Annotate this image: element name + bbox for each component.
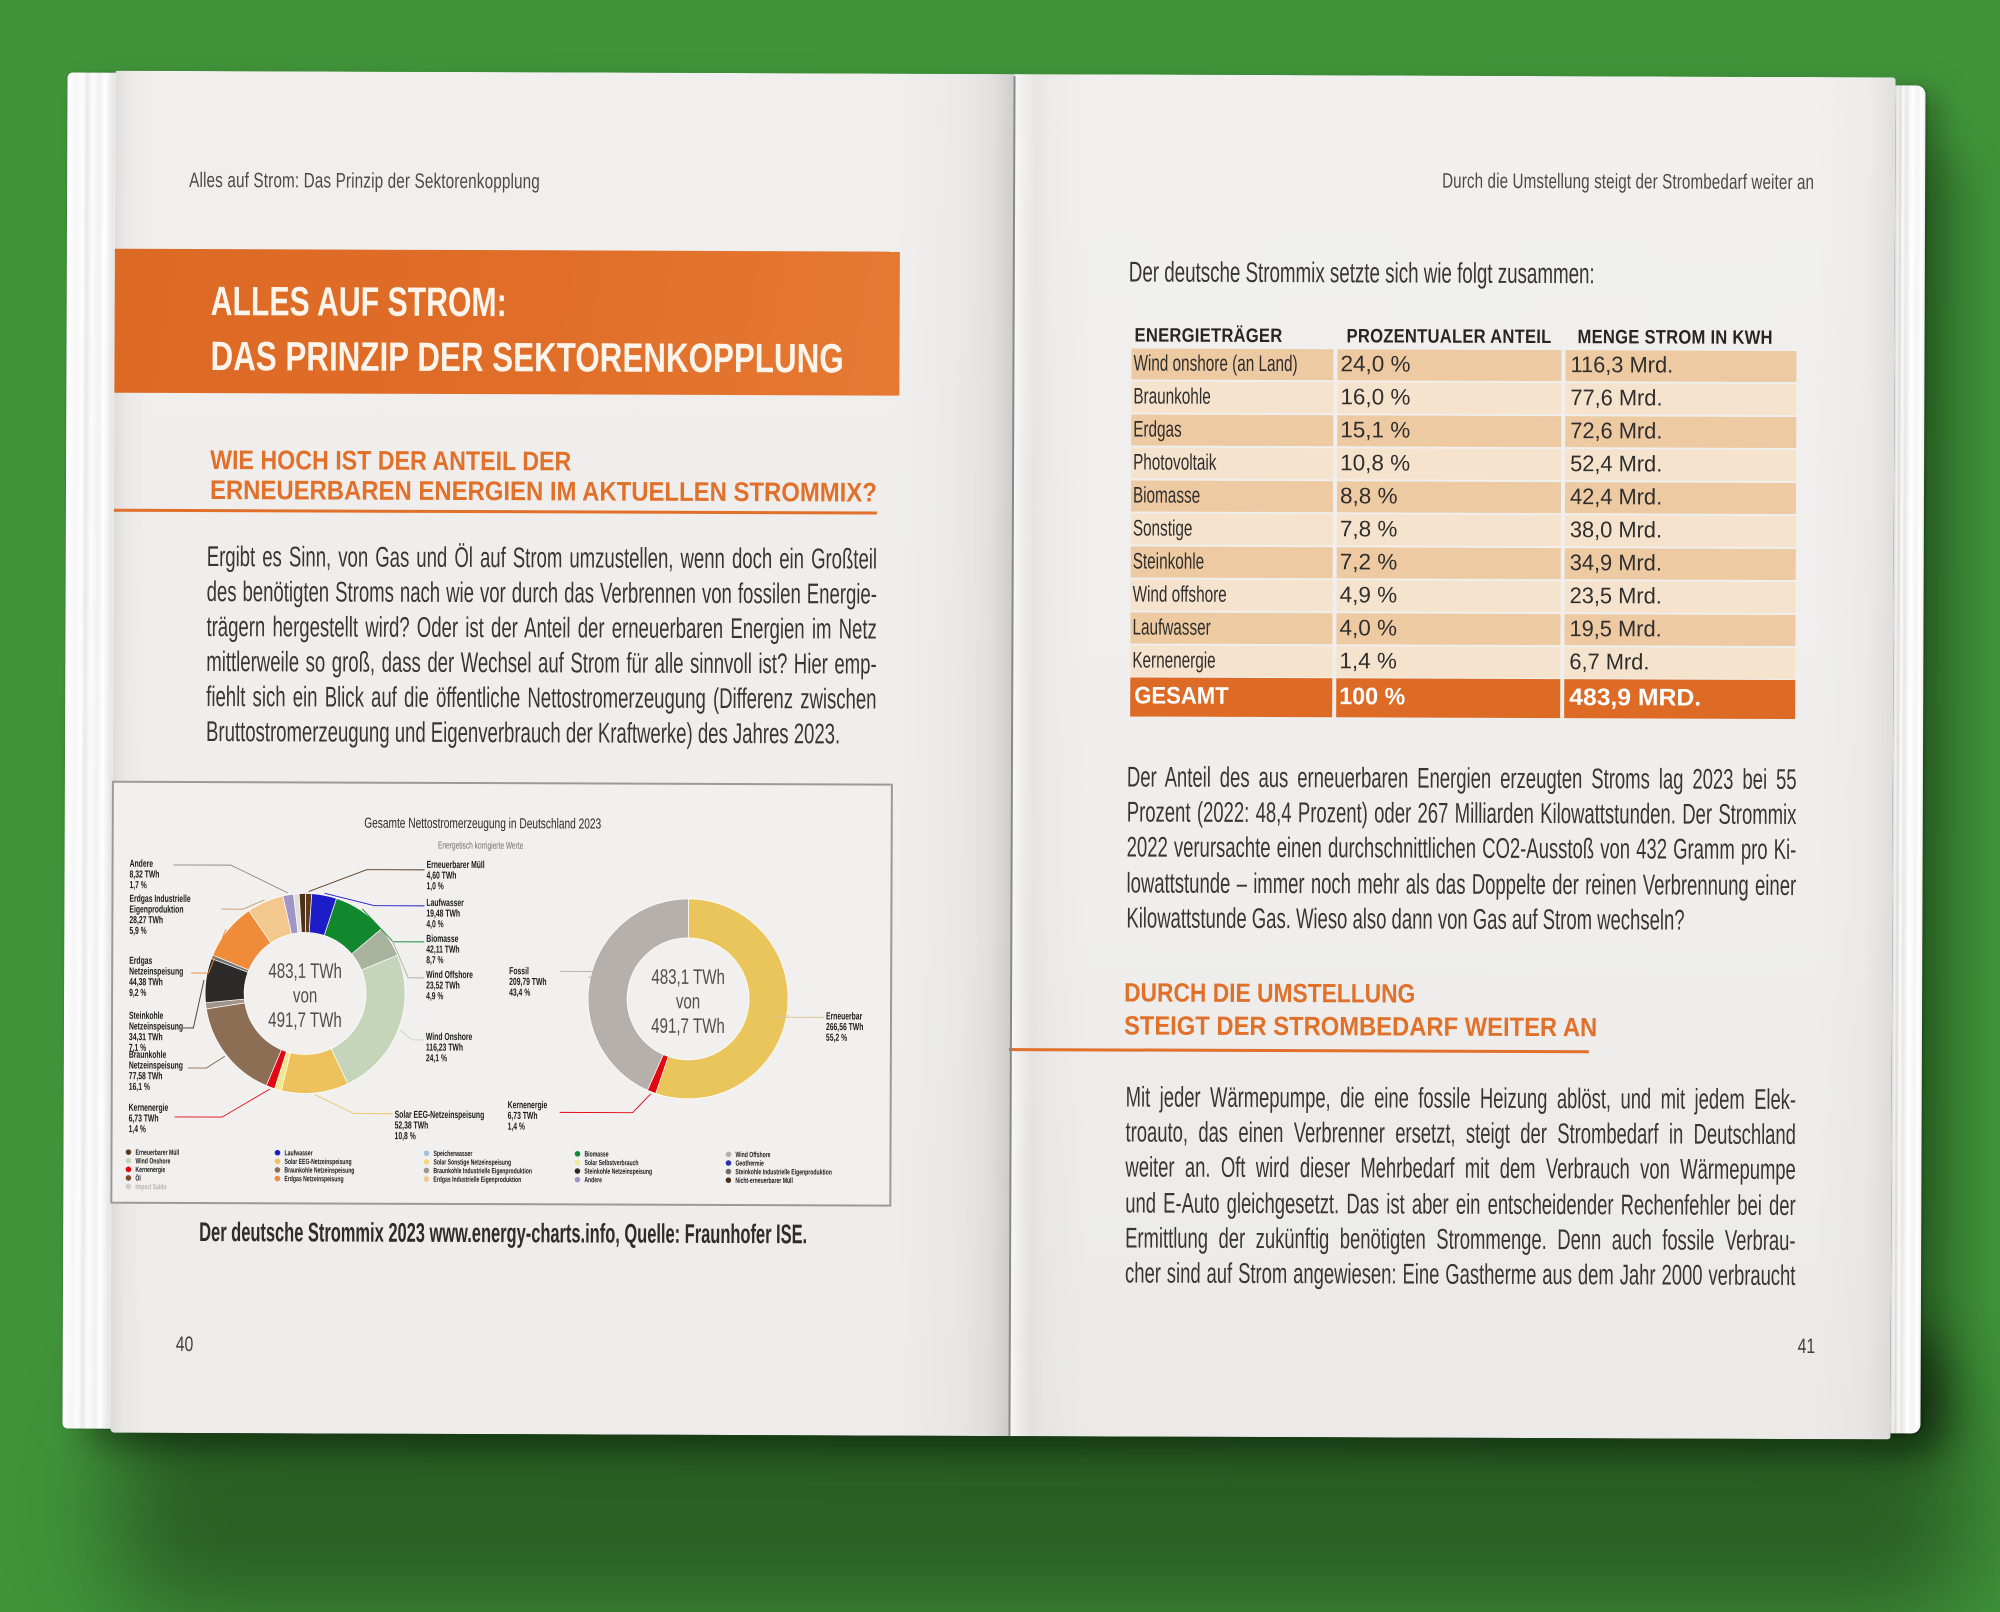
svg-text:491,7 TWh: 491,7 TWh — [268, 1008, 342, 1031]
svg-text:10,8 %: 10,8 % — [395, 1131, 416, 1142]
svg-text:Andere: Andere — [584, 1175, 602, 1184]
svg-text:von: von — [676, 990, 700, 1013]
svg-text:Öl: Öl — [135, 1173, 140, 1182]
svg-text:Kernenergie: Kernenergie — [508, 1100, 548, 1111]
svg-text:266,56 TWh: 266,56 TWh — [826, 1022, 863, 1033]
svg-text:8,32 TWh: 8,32 TWh — [130, 869, 160, 880]
svg-text:Gesamte Nettostromerzeugung in: Gesamte Nettostromerzeugung in Deutschla… — [364, 815, 601, 832]
svg-text:Solar Selbstverbrauch: Solar Selbstverbrauch — [584, 1158, 638, 1167]
svg-text:Netzeinspeisung: Netzeinspeisung — [129, 966, 183, 977]
svg-text:4,9 %: 4,9 % — [426, 991, 443, 1002]
svg-text:Wind Onshore: Wind Onshore — [426, 1031, 473, 1042]
svg-text:28,27 TWh: 28,27 TWh — [129, 915, 163, 926]
svg-text:Kernenergie: Kernenergie — [129, 1102, 169, 1113]
svg-text:43,4 %: 43,4 % — [509, 987, 530, 998]
svg-text:4,0 %: 4,0 % — [426, 919, 443, 930]
svg-text:Braunkohle Netzeinspeisung: Braunkohle Netzeinspeisung — [284, 1165, 354, 1174]
svg-text:Biomasse: Biomasse — [584, 1149, 608, 1158]
svg-text:55,2 %: 55,2 % — [826, 1032, 847, 1043]
svg-text:483,1 TWh: 483,1 TWh — [268, 959, 342, 982]
svg-text:Wind Offshore: Wind Offshore — [735, 1150, 770, 1159]
svg-text:42,11 TWh: 42,11 TWh — [426, 944, 459, 955]
svg-text:Fossil: Fossil — [509, 966, 529, 977]
svg-text:8,7 %: 8,7 % — [426, 955, 443, 966]
svg-text:Steinkohle: Steinkohle — [129, 1010, 164, 1021]
svg-text:Andere: Andere — [130, 858, 154, 869]
svg-text:Netzeinspeisung: Netzeinspeisung — [129, 1021, 183, 1032]
svg-text:Solar EEG-Netzeinspeisung: Solar EEG-Netzeinspeisung — [395, 1109, 485, 1120]
svg-text:Biomasse: Biomasse — [426, 933, 458, 944]
svg-text:Solar Sonstige Netzeinspeisung: Solar Sonstige Netzeinspeisung — [433, 1157, 511, 1166]
svg-text:Geothermie: Geothermie — [735, 1158, 763, 1167]
svg-text:9,2 %: 9,2 % — [129, 987, 146, 998]
svg-text:52,38 TWh: 52,38 TWh — [395, 1120, 429, 1131]
svg-text:24,1 %: 24,1 % — [426, 1053, 447, 1064]
svg-text:1,0 %: 1,0 % — [426, 881, 443, 892]
svg-text:Erdgas Industrielle Eigenprodu: Erdgas Industrielle Eigenproduktion — [433, 1174, 521, 1183]
svg-text:19,48 TWh: 19,48 TWh — [426, 908, 460, 919]
svg-text:6,73 TWh: 6,73 TWh — [508, 1110, 538, 1121]
svg-text:Steinkohle Industrielle Eigenp: Steinkohle Industrielle Eigenproduktion — [735, 1167, 832, 1176]
svg-text:77,58 TWh: 77,58 TWh — [129, 1071, 163, 1082]
svg-text:Import Saldo: Import Saldo — [135, 1182, 166, 1191]
svg-text:Erdgas: Erdgas — [129, 955, 152, 966]
svg-text:1,4 %: 1,4 % — [129, 1124, 146, 1135]
svg-text:Steinkohle Netzeinspeisung: Steinkohle Netzeinspeisung — [584, 1166, 652, 1175]
svg-text:4,60 TWh: 4,60 TWh — [427, 870, 457, 881]
svg-text:1,7 %: 1,7 % — [129, 880, 146, 891]
svg-text:483,1 TWh: 483,1 TWh — [651, 965, 725, 988]
svg-text:23,52 TWh: 23,52 TWh — [426, 980, 460, 991]
svg-text:Speicherwasser: Speicherwasser — [433, 1148, 472, 1157]
svg-text:116,23 TWh: 116,23 TWh — [426, 1042, 463, 1053]
svg-text:Laufwasser: Laufwasser — [284, 1148, 312, 1157]
svg-text:5,9 %: 5,9 % — [129, 925, 146, 936]
svg-text:16,1 %: 16,1 % — [129, 1081, 150, 1092]
svg-text:Netzeinspeisung: Netzeinspeisung — [129, 1060, 183, 1071]
svg-text:Energetisch korrigierte Werte: Energetisch korrigierte Werte — [438, 840, 524, 851]
svg-text:Kernenergie: Kernenergie — [135, 1164, 165, 1173]
svg-text:1,4 %: 1,4 % — [508, 1121, 525, 1132]
svg-text:491,7 TWh: 491,7 TWh — [651, 1014, 725, 1037]
svg-text:von: von — [293, 984, 317, 1007]
svg-text:Braunkohle: Braunkohle — [129, 1049, 167, 1060]
svg-text:209,79 TWh: 209,79 TWh — [509, 976, 546, 987]
svg-text:Erneuerbarer Müll: Erneuerbarer Müll — [427, 859, 485, 870]
svg-text:Solar EEG-Netzeinspeisung: Solar EEG-Netzeinspeisung — [284, 1156, 351, 1165]
svg-text:Erneuerbar: Erneuerbar — [826, 1011, 862, 1022]
svg-text:Erdgas Industrielle: Erdgas Industrielle — [129, 893, 190, 904]
svg-text:44,38 TWh: 44,38 TWh — [129, 977, 163, 988]
svg-text:Wind Offshore: Wind Offshore — [426, 969, 473, 980]
svg-text:Erdgas Netzeinspeisung: Erdgas Netzeinspeisung — [284, 1174, 343, 1183]
svg-text:Laufwasser: Laufwasser — [426, 897, 463, 908]
svg-text:34,31 TWh: 34,31 TWh — [129, 1032, 163, 1043]
svg-text:7,1 %: 7,1 % — [129, 1042, 146, 1053]
svg-text:Wind Onshore: Wind Onshore — [135, 1156, 170, 1165]
svg-text:Braunkohle Industrielle Eigenp: Braunkohle Industrielle Eigenproduktion — [433, 1166, 532, 1175]
svg-text:Nicht-erneuerbarer Müll: Nicht-erneuerbarer Müll — [735, 1175, 793, 1184]
svg-text:Eigenproduktion: Eigenproduktion — [129, 904, 183, 915]
svg-text:6,73 TWh: 6,73 TWh — [129, 1113, 159, 1124]
svg-text:Erneuerbarer Müll: Erneuerbarer Müll — [135, 1147, 179, 1156]
